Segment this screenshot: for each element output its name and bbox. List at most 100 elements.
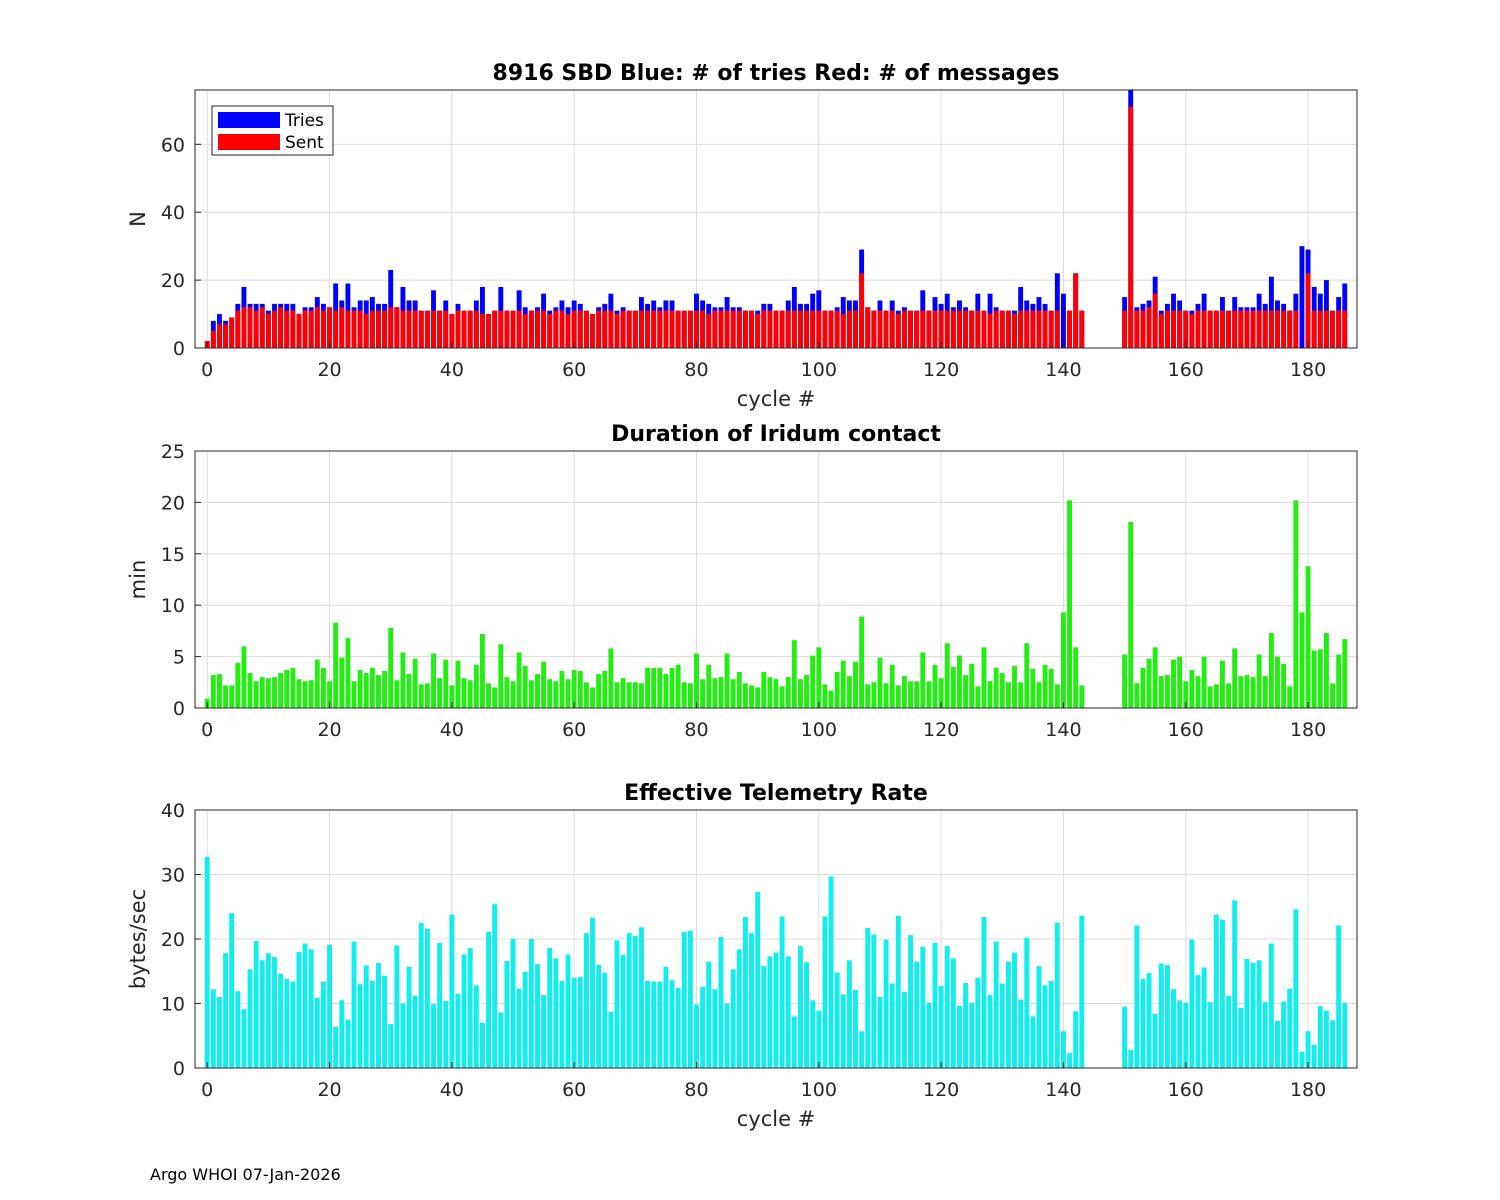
bar (1060, 1031, 1066, 1068)
bar-sent (950, 310, 956, 348)
bar-sent (1005, 310, 1011, 348)
bar (479, 1022, 485, 1068)
bar (632, 682, 638, 708)
bar (1189, 939, 1195, 1068)
bar (210, 989, 216, 1068)
bar (1054, 922, 1060, 1068)
bar-sent (804, 310, 810, 348)
bar-sent (1213, 310, 1219, 348)
bar-sent (932, 310, 938, 348)
bar (333, 622, 339, 708)
bar (424, 683, 430, 708)
bar (449, 914, 455, 1068)
bar (1256, 654, 1262, 708)
bar (278, 973, 284, 1068)
bar (651, 981, 657, 1068)
bar (1128, 521, 1134, 708)
x-tick-label: 40 (440, 719, 464, 741)
x-tick-label: 0 (201, 1079, 213, 1101)
bar (859, 1031, 865, 1068)
bar (1323, 1010, 1329, 1068)
bar (908, 935, 913, 1068)
bar (645, 980, 651, 1068)
bar (706, 961, 712, 1068)
bar-sent (1079, 310, 1085, 348)
bar (1128, 1049, 1134, 1068)
legend-label-sent: Sent (285, 133, 324, 153)
bar (963, 675, 969, 708)
bar-sent (920, 310, 926, 348)
bar-sent (308, 310, 314, 348)
x-tick-label: 120 (923, 1079, 959, 1101)
bar (320, 667, 326, 708)
bar (327, 681, 332, 708)
x-tick-label: 180 (1290, 1079, 1326, 1101)
bar-sent (443, 310, 449, 348)
x-tick-label: 120 (923, 719, 959, 741)
bar-sent (577, 310, 583, 348)
bar-sent (1342, 310, 1348, 348)
bar (687, 930, 693, 1068)
bar (614, 682, 620, 708)
bar (1317, 1006, 1323, 1068)
bar (1030, 1016, 1036, 1068)
bar (541, 661, 547, 708)
x-tick-label: 100 (801, 359, 837, 381)
bar (565, 954, 571, 1068)
bar-sent (345, 310, 351, 348)
bar (229, 913, 235, 1068)
bar (987, 995, 993, 1068)
bar (345, 638, 351, 708)
bar (284, 669, 290, 708)
bar-sent (210, 331, 216, 348)
bars (204, 857, 1348, 1068)
bar (1244, 675, 1250, 708)
bar-sent (504, 310, 510, 348)
bar-sent (217, 324, 222, 348)
bar (920, 652, 926, 708)
bar-sent (1317, 310, 1323, 348)
bar-sent (736, 310, 742, 348)
bar-sent (773, 310, 779, 348)
bar (278, 673, 284, 708)
y-tick-label: 10 (161, 994, 185, 1016)
bar (235, 662, 241, 708)
bar-sent (1134, 310, 1140, 348)
bar (639, 683, 644, 708)
bar (1005, 682, 1011, 708)
bar (1171, 659, 1176, 708)
bar (1201, 967, 1207, 1068)
y-axis-label: min (126, 560, 150, 600)
bar (1275, 656, 1280, 708)
bar (1079, 915, 1085, 1068)
bar-sent (376, 310, 381, 348)
bar (1201, 656, 1207, 708)
bar (1213, 684, 1219, 708)
bar (235, 991, 241, 1068)
bar (388, 627, 394, 708)
x-tick-label: 60 (562, 719, 586, 741)
bar (993, 941, 999, 1068)
bar (1250, 962, 1256, 1068)
bar (1232, 900, 1238, 1068)
bar-sent (278, 307, 284, 348)
bar (1183, 1002, 1189, 1068)
bar (822, 916, 828, 1068)
bar (290, 667, 296, 708)
bar-sent (1152, 293, 1158, 348)
bar (1140, 978, 1146, 1068)
y-tick-label: 5 (173, 647, 185, 669)
bar-sent (272, 310, 277, 348)
bar (486, 683, 492, 708)
bar (926, 1002, 932, 1068)
bar (834, 672, 840, 708)
bar (883, 683, 889, 708)
bar (944, 643, 950, 708)
bar (339, 1000, 345, 1068)
x-tick-label: 60 (562, 1079, 586, 1101)
x-tick-label: 20 (317, 719, 341, 741)
bar (412, 658, 418, 708)
bar (522, 971, 528, 1068)
axes-box (194, 450, 1358, 709)
bar (455, 993, 461, 1068)
